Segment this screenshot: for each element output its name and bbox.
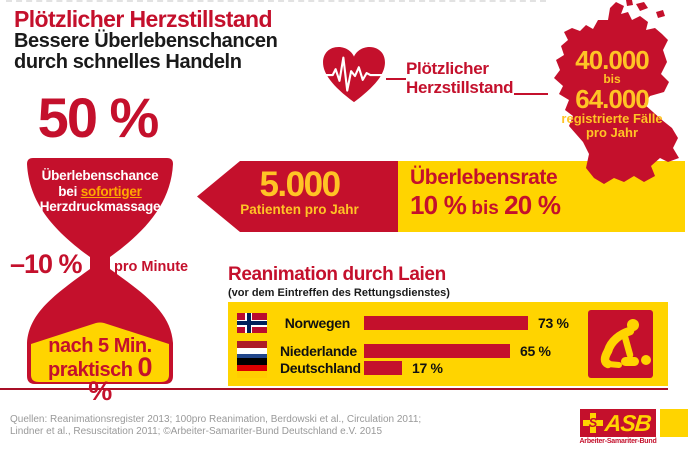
subtitle: Bessere Überlebenschancen durch schnelle… [14, 30, 278, 73]
sources-line1: Quellen: Reanimationsregister 2013; 100p… [10, 414, 422, 425]
bar-value: 17 % [412, 360, 443, 376]
asb-logo-yellow-block [660, 409, 688, 437]
chart-row-norway: Norwegen 73 % [237, 313, 569, 333]
chart-panel: Norwegen 73 % Niederlande 65 % Deutschla… [228, 302, 668, 386]
map-stat-caption2: pro Jahr [585, 125, 638, 140]
chart-row-netherlands: Niederlande 65 % [237, 341, 551, 361]
asb-cross-icon: S [583, 413, 603, 433]
sources-text: Quellen: Reanimationsregister 2013; 100p… [10, 414, 421, 437]
subtitle-line1: Bessere Überlebenschancen [14, 30, 278, 52]
sand-line2: praktisch 0 % [47, 352, 153, 406]
germany-flag-icon [237, 358, 267, 378]
cpr-pictogram-icon [588, 310, 653, 378]
map-connector-line [514, 93, 548, 95]
map-stat-value-top: 40.000 [575, 45, 650, 75]
hourglass-top-text: Überlebenschance bei sofortiger Herzdruc… [32, 168, 168, 215]
sources-line2: Lindner et al., Resuscitation 2011; ©Arb… [10, 425, 383, 437]
bar-value: 73 % [538, 315, 569, 331]
rate-drop-value: –10 % [10, 249, 83, 279]
bar-label: Norwegen [284, 315, 351, 331]
bulb-line3: Herzdruckmassage [39, 199, 161, 214]
map-stat-caption1: registrierte Fälle [561, 111, 663, 126]
bar-norway [364, 316, 528, 330]
sand-line1: nach 5 Min. [48, 335, 152, 357]
survival-rate-stat: Überlebensrate 10 % bis 20 % [410, 166, 561, 224]
bar-label: Deutschland [280, 360, 361, 376]
heart-ekg-icon [323, 46, 387, 103]
bar-value: 65 % [520, 343, 551, 359]
map-stat-value-bottom: 64.000 [575, 84, 650, 114]
netherlands-flag-icon [237, 341, 267, 361]
chart-title: Reanimation durch Laien [228, 264, 446, 285]
hourglass-icon [27, 158, 173, 384]
bulb-line2: bei sofortiger [58, 183, 142, 199]
patients-label: Patienten pro Jahr [240, 202, 359, 217]
heart-callout-label: Plötzlicher Herzstillstand [406, 59, 514, 97]
rate-drop-unit: pro Minute [114, 259, 189, 275]
bulb-line1: Überlebenschance [41, 168, 159, 183]
map-stat-bis: bis [603, 72, 621, 86]
bar-netherlands [364, 344, 510, 358]
map-statistic: 40.000 bis 64.000 registrierte Fälle pro… [546, 47, 678, 140]
highlight-sofortiger: sofortiger [80, 183, 142, 199]
hourglass-bottom-text: nach 5 Min. praktisch 0 % [33, 336, 167, 405]
patients-arrow [197, 161, 398, 232]
patients-value: 5.000 [259, 165, 341, 204]
subtitle-line2: durch schnelles Handeln [14, 51, 242, 73]
baseline-rule [0, 388, 668, 390]
heart-callout-line2: Herzstillstand [406, 78, 514, 97]
bar-label: Niederlande [280, 343, 357, 359]
zero-percent: 0 % [88, 352, 152, 406]
survival-rate-values: 10 % bis 20 % [410, 190, 561, 220]
patients-stat: 5.000 Patienten pro Jahr [222, 166, 377, 217]
survival-chance-headline: 50 % [37, 86, 160, 149]
asb-logo-text: ASB [603, 409, 652, 436]
bar-germany [364, 361, 402, 375]
main-title: Plötzlicher Herzstillstand [14, 6, 273, 32]
asb-logo: S ASB [580, 409, 656, 437]
chart-subtitle: (vor dem Eintreffen des Rettungsdienstes… [228, 287, 450, 299]
heart-connector-line [386, 78, 406, 80]
asb-logo-subtext: Arbeiter-Samariter-Bund [579, 438, 657, 445]
norway-flag-icon [237, 313, 267, 333]
sand-pile [31, 322, 169, 382]
chart-row-germany: Deutschland 17 % [237, 358, 443, 378]
top-edge-decoration [6, 0, 546, 2]
survival-rate-title: Überlebensrate [410, 166, 558, 189]
germany-map [554, 0, 679, 184]
heart-callout-line1: Plötzlicher [406, 59, 489, 78]
